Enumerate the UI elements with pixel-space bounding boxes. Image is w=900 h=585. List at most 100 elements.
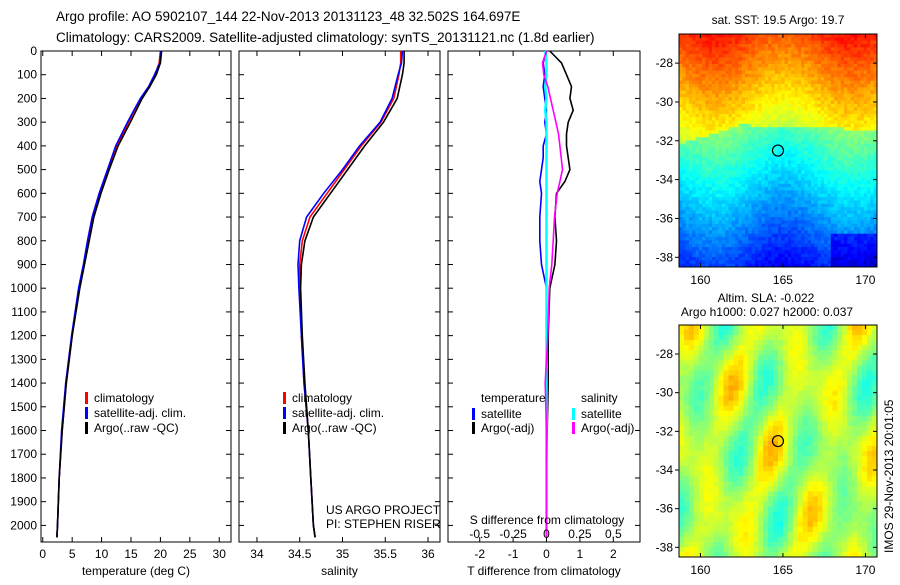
map-cell (752, 151, 756, 155)
map-cell (831, 41, 835, 45)
map-cell (719, 160, 723, 164)
map-cell (861, 257, 865, 261)
map-cell (709, 426, 714, 431)
map-cell (834, 184, 838, 188)
map-cell (824, 234, 828, 238)
map-cell (712, 237, 716, 241)
map-cell (714, 436, 719, 441)
map-cell (733, 340, 738, 345)
map-cell (709, 64, 713, 68)
map-cell (755, 101, 759, 105)
map-cell (735, 260, 739, 264)
map-cell (821, 227, 825, 231)
map-cell (768, 84, 772, 88)
map-cell (811, 207, 815, 211)
map-cell (709, 542, 714, 547)
map-cell (722, 124, 726, 128)
map-cell (725, 71, 729, 75)
map-cell (775, 247, 779, 251)
map-cell (758, 54, 762, 58)
map-cell (738, 177, 742, 181)
map-cell (705, 107, 709, 111)
map-cell (694, 375, 699, 380)
map-cell (785, 190, 789, 194)
map-cell (725, 141, 729, 145)
map-cell (824, 190, 828, 194)
map-cell (775, 134, 779, 138)
map-cell (828, 84, 832, 88)
map-cell (719, 436, 724, 441)
map-cell (679, 207, 683, 211)
map-cell (722, 134, 726, 138)
map-cell (808, 184, 812, 188)
map-cell (870, 71, 874, 75)
map-cell (748, 71, 752, 75)
map-cell (775, 104, 779, 108)
map-cell (851, 210, 855, 214)
map-cell (831, 217, 835, 221)
map-cell (775, 224, 779, 228)
map-cell (719, 350, 724, 355)
map-cell (702, 101, 706, 105)
map-cell (715, 197, 719, 201)
map-cell (834, 187, 838, 191)
map-cell (867, 220, 871, 224)
map-cell (781, 74, 785, 78)
map-cell (729, 87, 733, 91)
map-cell (729, 121, 733, 125)
map-cell (864, 124, 868, 128)
map-cell (768, 157, 772, 161)
map-cell (821, 131, 825, 135)
map-cell (705, 64, 709, 68)
map-cell (844, 47, 848, 51)
map-cell (732, 164, 736, 168)
map-cell (828, 34, 832, 38)
map-cell (828, 141, 832, 145)
map-cell (851, 190, 855, 194)
map-cell (785, 170, 789, 174)
map-cell (725, 111, 729, 115)
map-cell (788, 160, 792, 164)
map-cell (725, 104, 729, 108)
map-cell (795, 230, 799, 234)
map-cell (841, 224, 845, 228)
map-cell (709, 360, 714, 365)
map-cell (844, 260, 848, 264)
map-cell (719, 471, 724, 476)
map-cell (791, 234, 795, 238)
map-cell (821, 197, 825, 201)
map-cell (788, 260, 792, 264)
map-cell (841, 254, 845, 258)
map-cell (729, 431, 734, 436)
map-cell (870, 117, 874, 121)
map-cell (715, 240, 719, 244)
map-cell (837, 61, 841, 65)
map-cell (679, 134, 683, 138)
map-cell (844, 220, 848, 224)
map-cell (714, 486, 719, 491)
map-cell (821, 190, 825, 194)
map-cell (808, 240, 812, 244)
map-cell (758, 51, 762, 55)
map-cell (798, 41, 802, 45)
map-cell (831, 234, 835, 238)
map-cell (755, 217, 759, 221)
map-cell (752, 144, 756, 148)
map-cell (851, 204, 855, 208)
map-cell (712, 234, 716, 238)
map-cell (801, 144, 805, 148)
map-cell (738, 190, 742, 194)
map-cell (709, 147, 713, 151)
map-cell (702, 170, 706, 174)
map-cell (821, 124, 825, 128)
map-cell (692, 101, 696, 105)
map-cell (765, 94, 769, 98)
map-cell (771, 260, 775, 264)
map-cell (745, 164, 749, 168)
map-cell (798, 234, 802, 238)
map-cell (732, 190, 736, 194)
map-cell (837, 124, 841, 128)
map-cell (724, 325, 729, 330)
map-cell (742, 87, 746, 91)
map-cell (729, 411, 734, 416)
